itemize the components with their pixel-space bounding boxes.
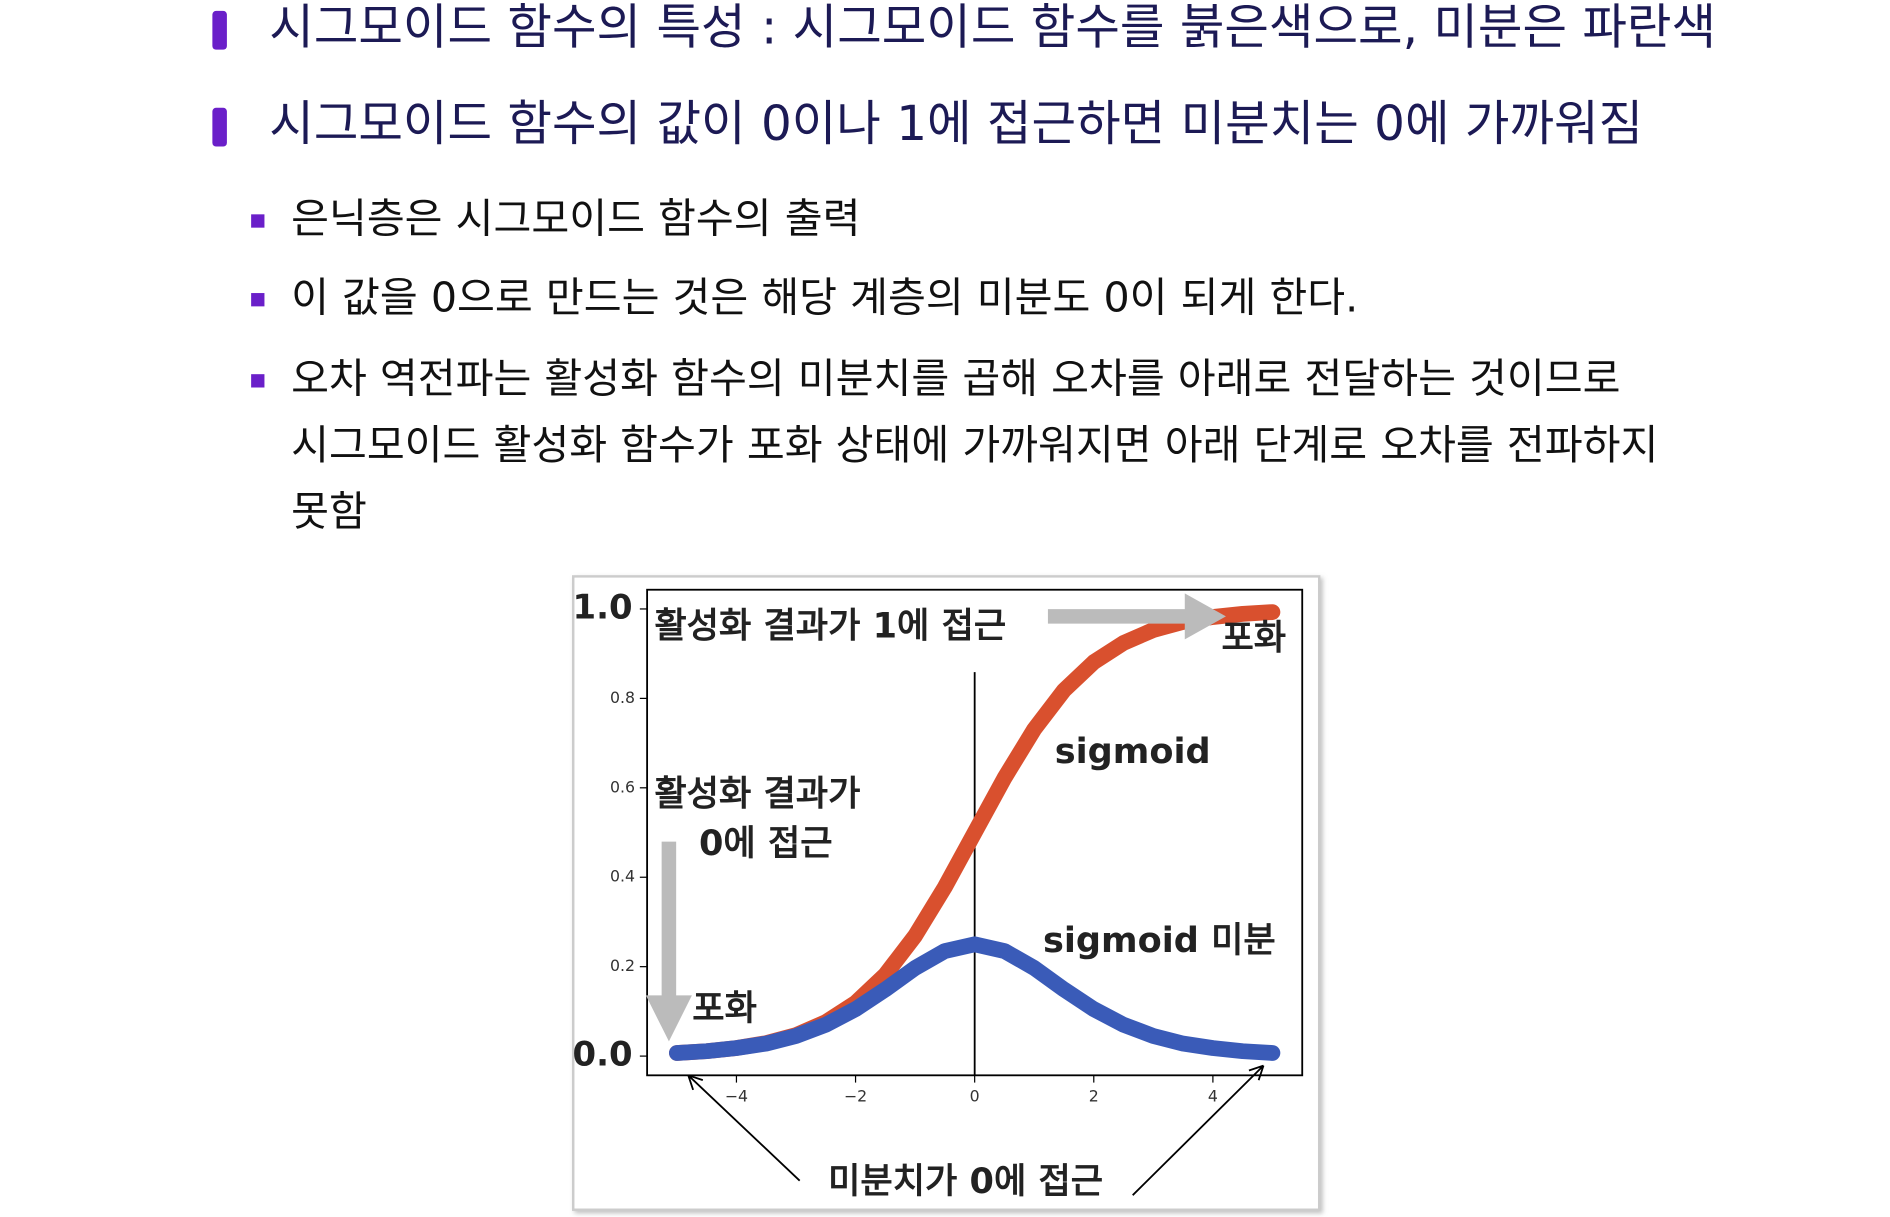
- x-tick-label: −4: [725, 1087, 748, 1106]
- y-tick-label: 0.4: [610, 867, 635, 886]
- annotation: 활성화 결과가: [654, 774, 860, 815]
- sub-bullet-text: 못함: [291, 488, 367, 536]
- series-label: sigmoid 미분: [1043, 920, 1276, 961]
- pointer-arrow: [1132, 1064, 1265, 1196]
- x-tick-label: 2: [1089, 1087, 1099, 1106]
- annotation: 활성화 결과가 1에 접근: [654, 605, 1006, 646]
- bullet-text: 시그모이드 함수의 값이 0이나 1에 접근하면 미분치는 0에 가까워짐: [269, 96, 1643, 152]
- sub-bullet-text: 은닉층은 시그모이드 함수의 출력: [291, 195, 860, 243]
- annotation: 포화: [692, 988, 757, 1029]
- sub-bullet-marker: [251, 374, 265, 388]
- annotation: 포화: [1221, 617, 1286, 658]
- series-label: sigmoid: [1055, 731, 1211, 772]
- x-tick-label: 0: [970, 1087, 980, 1106]
- sub-bullet-text: 시그모이드 활성화 함수가 포화 상태에 가까워지면 아래 단계로 오차를 전파…: [291, 421, 1658, 469]
- annotation: 0에 접근: [699, 823, 833, 864]
- y-tick-label: 1.0: [573, 587, 633, 626]
- series-line: [669, 936, 1281, 1061]
- y-tick-label: 0.0: [573, 1035, 633, 1074]
- annotation: 미분치가 0에 접근: [828, 1161, 1103, 1202]
- sub-bullet-text: 오차 역전파는 활성화 함수의 미분치를 곱해 오차를 아래로 전달하는 것이므…: [291, 354, 1620, 402]
- bullet-text: 시그모이드 함수의 특성 : 시그모이드 함수를 붉은색으로, 미분은 파란색: [269, 0, 1716, 55]
- y-tick-label: 0.6: [610, 777, 635, 796]
- sub-bullet-marker: [251, 293, 265, 307]
- y-tick-label: 0.8: [610, 688, 635, 707]
- sub-bullet-text: 이 값을 0으로 만드는 것은 해당 계층의 미분도 0이 되게 한다.: [291, 273, 1358, 321]
- pointer-arrow: [687, 1074, 801, 1182]
- x-tick-label: −2: [844, 1087, 867, 1106]
- bullet-marker: [212, 10, 227, 50]
- saturation-arrowhead: [645, 995, 692, 1042]
- sub-bullet-marker: [251, 214, 265, 228]
- y-tick-label: 0.2: [610, 956, 635, 975]
- saturation-arrowhead: [1184, 593, 1226, 640]
- x-tick-label: 4: [1208, 1087, 1218, 1106]
- bullet-marker: [212, 107, 227, 147]
